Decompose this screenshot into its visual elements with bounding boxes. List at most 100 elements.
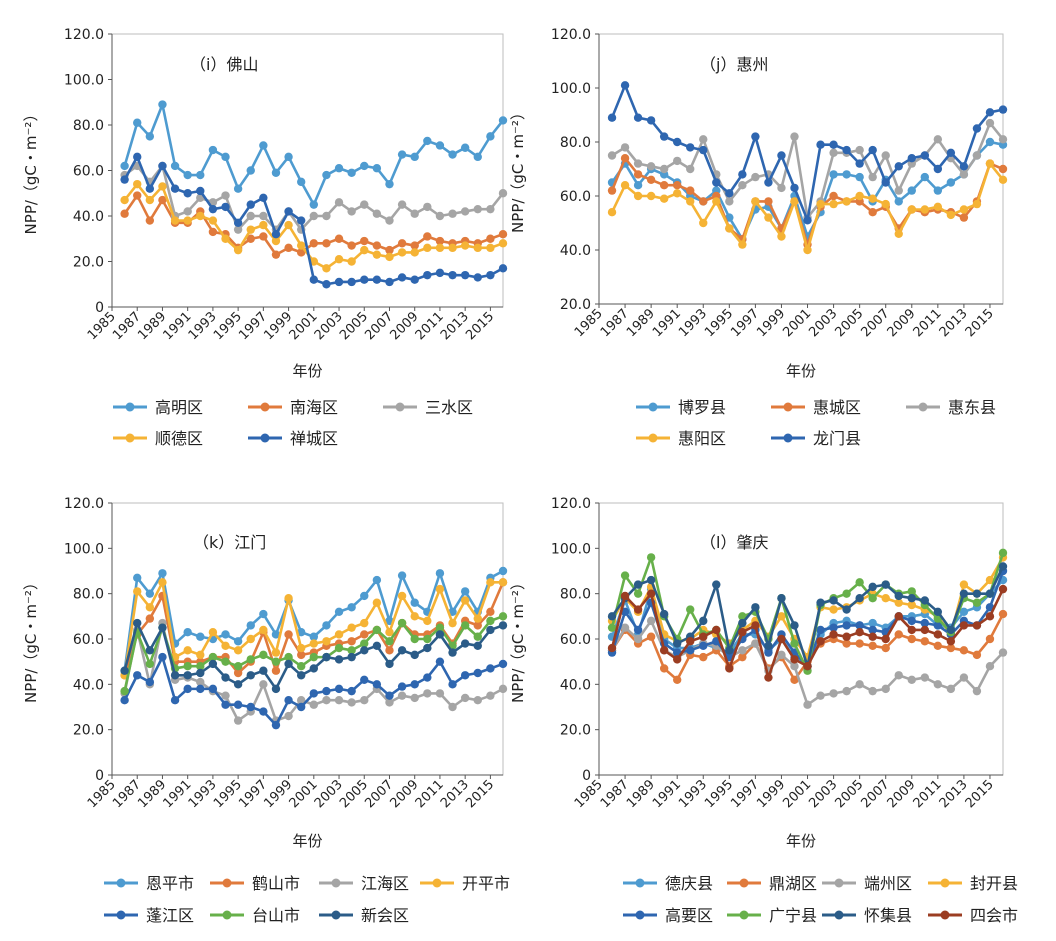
data-point xyxy=(959,673,969,682)
data-point xyxy=(423,616,432,626)
data-point xyxy=(309,239,319,248)
data-point xyxy=(920,172,930,182)
series-顺德区 xyxy=(120,179,508,273)
x-tick-label: 1999 xyxy=(754,306,788,340)
data-point xyxy=(133,618,142,628)
y-tick-label: 120.0 xyxy=(551,496,591,512)
data-point xyxy=(985,575,995,585)
data-point xyxy=(183,684,192,694)
data-point xyxy=(486,204,495,214)
data-point xyxy=(183,216,192,225)
data-point xyxy=(803,216,812,225)
x-tick-label: 2003 xyxy=(806,777,840,811)
data-point xyxy=(120,209,129,218)
series-line xyxy=(123,182,504,270)
data-point xyxy=(633,170,643,179)
data-point xyxy=(410,598,419,607)
legend-label: 惠阳区 xyxy=(678,429,726,448)
legend-label: 鼎湖区 xyxy=(769,874,817,893)
data-point xyxy=(233,668,243,678)
data-point xyxy=(347,652,356,662)
data-point xyxy=(790,639,799,648)
x-tick-label: 1995 xyxy=(211,777,245,811)
y-tick-label: 100.0 xyxy=(551,541,591,557)
data-point xyxy=(284,630,293,639)
data-point xyxy=(829,140,838,149)
data-point xyxy=(435,243,445,253)
legend-item: 广宁县 xyxy=(727,906,817,925)
data-point xyxy=(208,652,218,662)
series-禅城区 xyxy=(120,152,508,289)
data-point xyxy=(170,696,180,705)
data-point xyxy=(881,634,890,644)
data-point xyxy=(410,241,419,250)
data-point xyxy=(435,657,445,666)
data-point xyxy=(933,630,943,639)
data-point xyxy=(620,571,630,580)
data-point xyxy=(699,145,708,155)
data-point xyxy=(372,275,382,284)
data-point xyxy=(221,691,230,700)
data-point xyxy=(296,671,306,680)
data-point xyxy=(221,641,230,650)
legend-swatch-marker xyxy=(635,878,645,888)
data-point xyxy=(259,141,268,150)
legend-item: 开平市 xyxy=(420,874,510,893)
data-point xyxy=(607,623,617,632)
data-point xyxy=(423,673,432,682)
data-point xyxy=(686,186,695,195)
legend-item: 端州区 xyxy=(822,874,912,893)
data-point xyxy=(659,664,669,673)
data-point xyxy=(284,652,293,662)
data-point xyxy=(271,630,281,639)
data-point xyxy=(868,172,877,182)
data-point xyxy=(221,657,230,666)
x-tick-label: 2013 xyxy=(937,306,971,340)
data-point xyxy=(764,213,773,222)
x-tick-label: 1993 xyxy=(186,309,220,343)
data-point xyxy=(686,143,695,152)
data-point xyxy=(196,632,205,641)
data-point xyxy=(271,236,281,246)
data-point xyxy=(347,241,356,250)
data-point xyxy=(133,671,142,680)
legend-swatch-marker xyxy=(648,402,658,412)
data-point xyxy=(907,205,916,214)
data-point xyxy=(233,716,243,725)
data-point xyxy=(322,621,331,630)
data-point xyxy=(907,154,916,163)
data-point xyxy=(998,175,1008,184)
x-tick-label: 1997 xyxy=(236,777,270,811)
data-point xyxy=(842,605,851,614)
y-tick-label: 60.0 xyxy=(73,164,104,180)
data-point xyxy=(881,151,890,160)
data-point xyxy=(907,675,916,684)
data-point xyxy=(460,207,470,216)
x-tick-label: 1997 xyxy=(728,777,762,811)
data-point xyxy=(397,200,407,209)
data-point xyxy=(296,177,306,187)
data-point xyxy=(284,220,293,230)
data-point xyxy=(246,211,255,221)
data-point xyxy=(385,691,394,700)
data-point xyxy=(183,628,192,637)
data-point xyxy=(397,618,407,628)
data-point xyxy=(385,179,394,189)
y-tick-label: 120.0 xyxy=(551,27,591,43)
legend-label: 恩平市 xyxy=(146,874,194,893)
x-tick-label: 2011 xyxy=(413,309,447,343)
x-tick-label: 1985 xyxy=(85,309,119,343)
data-point xyxy=(259,680,268,689)
data-point xyxy=(659,609,669,619)
data-point xyxy=(120,696,129,705)
data-point xyxy=(208,659,218,669)
data-point xyxy=(920,618,930,628)
data-point xyxy=(448,270,457,280)
data-point xyxy=(145,132,155,141)
data-point xyxy=(699,616,708,626)
data-point xyxy=(985,612,995,621)
y-tick-label: 20.0 xyxy=(73,255,104,271)
y-axis-label: NPP/（gC・m⁻²） xyxy=(22,575,40,703)
data-point xyxy=(170,184,180,193)
data-point xyxy=(894,591,903,601)
